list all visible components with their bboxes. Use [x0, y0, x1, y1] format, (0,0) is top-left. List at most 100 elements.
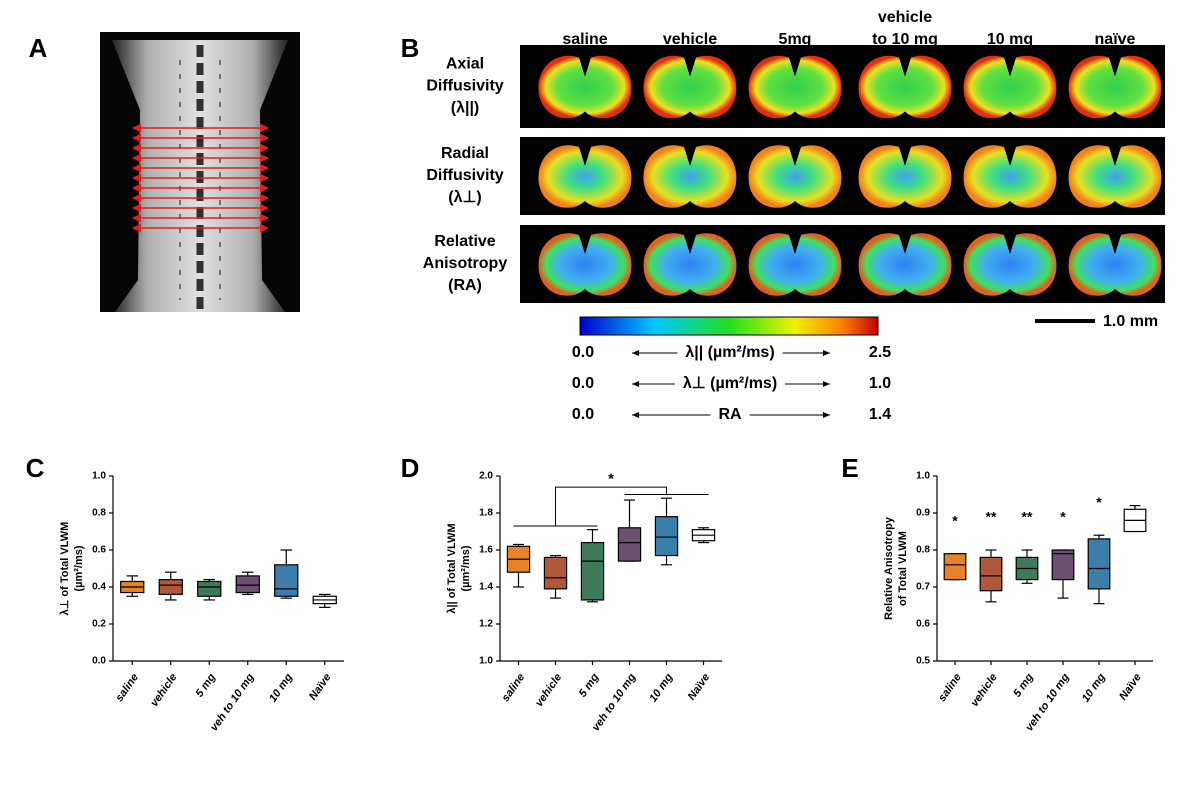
y-tick-label: 0.0 [92, 656, 106, 667]
x-tick-label: 5 mg [1011, 671, 1036, 699]
y-axis-title: (µm²/ms) [460, 545, 472, 591]
slice-markers [132, 123, 269, 233]
x-tick-label: Naïve [1117, 672, 1144, 703]
y-axis-title: of Total VLWM [897, 531, 909, 606]
column-label: 5mg [779, 31, 812, 48]
significance: * [1060, 509, 1066, 525]
cord-section [1068, 145, 1162, 208]
row-label: (RA) [448, 277, 482, 294]
scale-bar-label: 1.0 mm [1103, 313, 1158, 330]
cord-section [1068, 55, 1162, 119]
x-tick-label: 10 mg [647, 671, 675, 704]
row-label: Radial [441, 145, 489, 162]
significance: * [608, 471, 614, 488]
y-tick-label: 2.0 [479, 471, 493, 482]
mri-image [100, 32, 300, 312]
x-tick-label: Naïve [307, 672, 334, 703]
panel-label: C [26, 453, 45, 483]
column-label: naïve [1095, 31, 1136, 48]
scale-max: 1.0 [869, 375, 891, 392]
y-tick-label: 0.8 [92, 508, 106, 519]
x-tick-label: Naïve [686, 672, 713, 703]
box [235, 575, 260, 594]
scale-min: 0.0 [572, 375, 594, 392]
column-label: to 10 mg [872, 31, 938, 48]
y-tick-label: 0.8 [916, 545, 930, 556]
x-tick-label: saline [936, 672, 964, 704]
y-tick-label: 0.4 [92, 582, 106, 593]
cord-section [643, 55, 737, 119]
box [943, 553, 967, 581]
x-tick-label: vehicle [148, 672, 179, 709]
y-tick-label: 1.4 [479, 582, 493, 593]
x-tick-label: 10 mg [1080, 671, 1108, 704]
box [979, 556, 1003, 592]
y-axis-title: λ|| of Total VLWM [446, 523, 458, 613]
scale-label: RA [718, 406, 742, 423]
arrow-head [823, 381, 830, 387]
arrow-head [632, 381, 639, 387]
x-tick-label: vehicle [533, 672, 564, 709]
y-tick-label: 0.2 [92, 619, 106, 630]
y-axis-title: (µm²/ms) [73, 545, 85, 591]
significance: * [952, 512, 958, 528]
box [580, 541, 605, 601]
x-tick-label: saline [113, 672, 141, 704]
arrow-head [632, 412, 639, 418]
column-label: saline [562, 31, 607, 48]
cord-section [643, 233, 737, 296]
panel-label: D [401, 453, 420, 483]
box [274, 564, 299, 597]
row-label: Diffusivity [426, 78, 503, 95]
bracket [513, 486, 709, 527]
x-tick-label: 10 mg [267, 671, 295, 704]
scale-label: λ⊥ (µm²/ms) [683, 375, 777, 392]
y-tick-label: 0.7 [916, 582, 930, 593]
row-label: Anisotropy [423, 255, 508, 272]
row-label: (λ||) [451, 100, 480, 117]
column-label: 10 mg [987, 31, 1033, 48]
scale-max: 2.5 [869, 344, 891, 361]
cord-section [748, 145, 842, 208]
arrow-head [823, 412, 830, 418]
y-tick-label: 0.6 [92, 545, 106, 556]
scale-min: 0.0 [572, 406, 594, 423]
cord-section [858, 55, 952, 119]
color-bar [579, 316, 879, 336]
cord-section [858, 145, 952, 208]
panel-label: E [841, 453, 858, 483]
cord-section [538, 233, 632, 296]
column-label: vehicle [663, 31, 717, 48]
box [654, 516, 679, 557]
box [617, 527, 642, 562]
cord-section [963, 55, 1057, 119]
row-label: Diffusivity [426, 167, 503, 184]
x-tick-label: 5 mg [577, 671, 602, 699]
arrow-head [632, 350, 639, 356]
y-tick-label: 1.0 [479, 656, 493, 667]
x-tick-label: vehicle [969, 672, 1000, 709]
y-tick-label: 1.8 [479, 508, 493, 519]
significance: ** [1022, 509, 1033, 525]
scale-max: 1.4 [869, 406, 891, 423]
cord-section [748, 233, 842, 296]
arrow-head [823, 350, 830, 356]
cord-section [748, 55, 842, 119]
panel-label: B [401, 33, 420, 63]
cord-section [858, 233, 952, 296]
dti-maps [520, 45, 1165, 303]
cord-section [538, 55, 632, 119]
cord-section [963, 145, 1057, 208]
significance: * [1096, 494, 1102, 510]
box [1051, 549, 1075, 581]
cord-section [643, 145, 737, 208]
x-tick-label: 5 mg [194, 671, 219, 699]
box [543, 556, 568, 590]
cord-section [963, 233, 1057, 296]
row-label: Relative [434, 233, 495, 250]
y-axis-title: λ⊥ of Total VLWM [59, 522, 71, 616]
scale-label: λ|| (µm²/ms) [685, 344, 774, 361]
y-tick-label: 1.2 [479, 619, 493, 630]
box [1087, 538, 1111, 590]
